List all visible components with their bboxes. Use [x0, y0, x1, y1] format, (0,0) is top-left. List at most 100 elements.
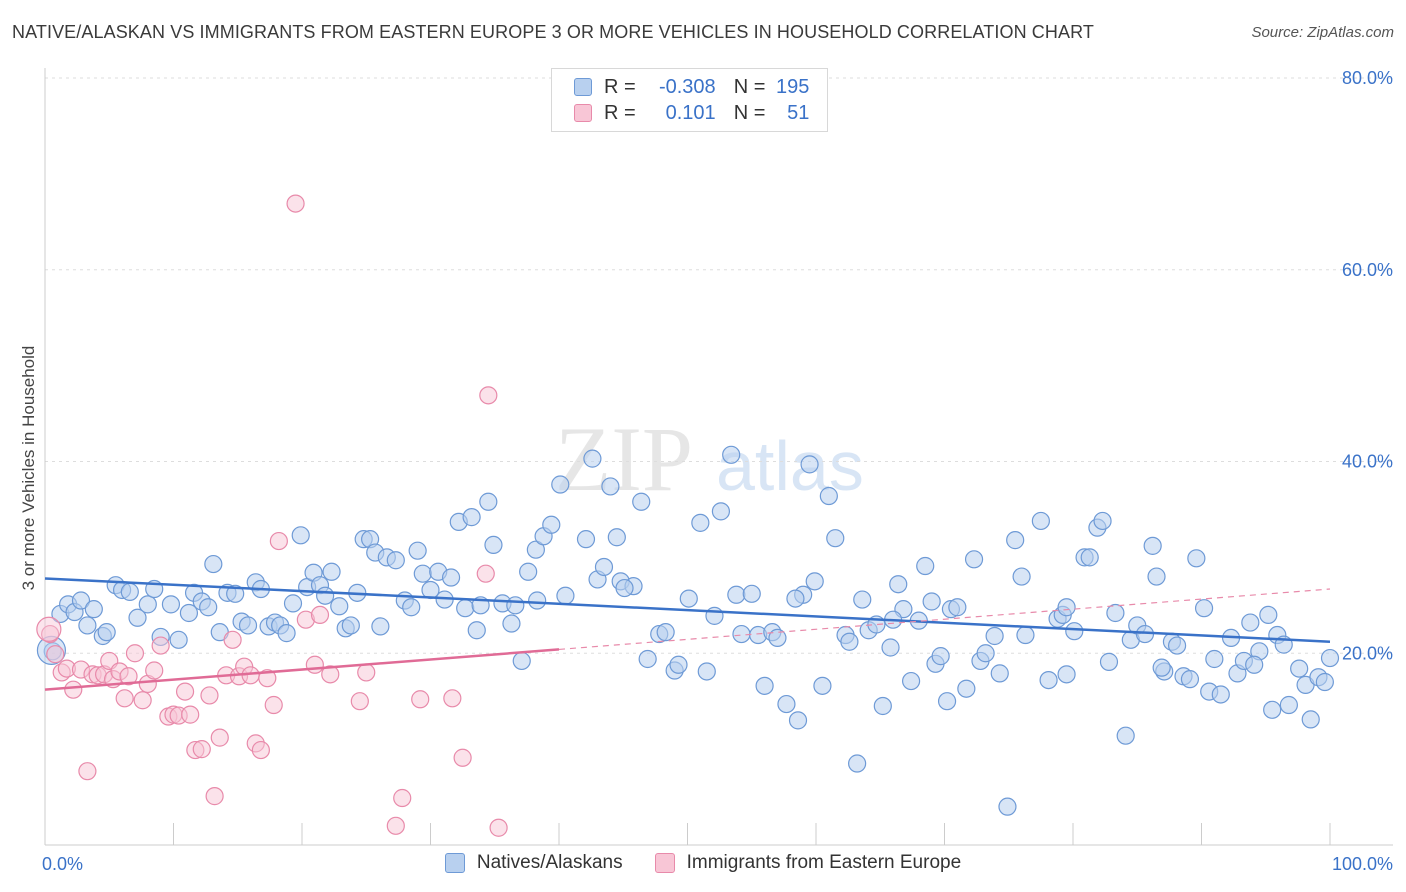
data-point-natives [1279, 695, 1298, 715]
data-point-natives [386, 551, 405, 570]
data-point-natives [551, 475, 570, 494]
x-tick-label: 100.0% [1332, 854, 1393, 874]
data-point-natives [528, 591, 547, 610]
data-point-natives [512, 651, 531, 671]
bottom-legend-label: Immigrants from Eastern Europe [686, 852, 962, 873]
bottom-legend-immigrants: Immigrants from Eastern Europe [654, 852, 962, 874]
y-tick-label: 60.0% [1342, 260, 1393, 280]
data-point-immigrants [350, 692, 369, 711]
data-point-natives [1057, 598, 1076, 617]
data-point-natives [204, 554, 223, 574]
data-point-natives [1057, 665, 1076, 684]
data-point-natives [669, 655, 688, 674]
data-point-natives [402, 598, 421, 617]
data-point-natives [408, 541, 427, 560]
legend-row-natives: R = -0.308 N = 195 [574, 75, 809, 99]
data-point-immigrants [200, 686, 219, 705]
data-point-natives [413, 564, 432, 583]
data-point-natives [467, 621, 486, 640]
bottom-legend-swatch-blue [444, 853, 465, 873]
data-point-natives [998, 797, 1017, 816]
data-point-natives [1031, 511, 1050, 531]
data-point-natives [990, 664, 1009, 683]
data-point-natives [889, 575, 908, 594]
watermark: ZIP atlas [555, 408, 864, 510]
data-point-immigrants [223, 630, 242, 649]
data-point-natives [316, 586, 335, 605]
data-point-natives [800, 455, 819, 474]
legend-swatch-pink [574, 104, 592, 122]
legend-swatch-blue [574, 78, 592, 96]
data-point-natives [957, 679, 976, 698]
data-point-immigrants [119, 667, 138, 686]
trend-line-immigrants-extension [558, 588, 1331, 651]
data-point-natives [1167, 636, 1187, 655]
data-point-natives [199, 598, 218, 617]
data-point-natives [615, 578, 634, 598]
data-point-natives [179, 603, 199, 623]
data-point-natives [1099, 652, 1119, 671]
data-point-natives [632, 492, 651, 511]
data-point-natives [948, 598, 967, 617]
legend-n-label: N = [733, 101, 766, 124]
data-point-natives [964, 550, 984, 569]
trend-line-immigrants [44, 648, 560, 691]
data-point-natives [1263, 700, 1282, 719]
data-point-natives [853, 590, 872, 609]
data-point-immigrants [175, 682, 195, 701]
data-point-immigrants [125, 644, 145, 663]
bottom-legend-label: Natives/Alaskans [476, 852, 623, 873]
data-point-immigrants [476, 564, 495, 583]
bottom-legend-swatch-pink [654, 853, 675, 873]
data-point-natives [1106, 603, 1125, 623]
chart-title: NATIVE/ALASKAN VS IMMIGRANTS FROM EASTER… [12, 22, 1094, 42]
data-point-immigrants [241, 666, 260, 685]
series-immigrants-eastern-europe [36, 194, 508, 837]
data-point-natives [238, 616, 258, 635]
data-point-immigrants [192, 740, 211, 759]
data-point-immigrants [479, 386, 498, 405]
legend-row-immigrants: R = 0.101 N = 51 [574, 101, 809, 125]
trend-line-natives [44, 577, 1331, 643]
data-point-natives [722, 445, 741, 464]
y-tick-label: 40.0% [1342, 452, 1393, 472]
data-point-natives [916, 556, 935, 576]
y-tick-labels: 20.0% 40.0% 60.0% 80.0% [1342, 68, 1393, 663]
data-point-natives [607, 528, 626, 547]
data-point-natives [727, 585, 746, 604]
legend-r-value: 0.101 [665, 101, 716, 124]
x-tick-labels: 0.0% 100.0% [42, 854, 1393, 874]
data-point-natives [576, 530, 596, 549]
data-point-immigrants [181, 705, 200, 724]
data-point-immigrants [286, 194, 305, 213]
data-point-natives [805, 572, 824, 591]
data-point-natives [873, 696, 892, 716]
data-point-immigrants [269, 531, 288, 551]
data-point-natives [840, 632, 859, 651]
data-point-natives [1205, 649, 1224, 669]
data-point-natives [711, 502, 731, 521]
data-point-immigrants [357, 663, 376, 682]
data-point-natives [138, 595, 157, 614]
watermark-atlas: atlas [716, 427, 864, 505]
data-point-natives [881, 638, 900, 657]
data-point-immigrants [305, 655, 324, 674]
data-point-immigrants [310, 605, 330, 625]
legend-r-value: -0.308 [658, 75, 716, 98]
data-point-natives [583, 449, 602, 468]
data-point-immigrants [453, 748, 472, 767]
data-point-natives [371, 617, 390, 636]
data-point-natives [1315, 672, 1334, 692]
data-point-immigrants [133, 691, 152, 710]
data-point-natives [638, 649, 657, 669]
data-point-natives [937, 692, 957, 711]
data-point-natives [1080, 548, 1099, 567]
data-point-natives [601, 477, 620, 496]
data-point-natives [462, 508, 481, 527]
y-tick-label: 20.0% [1342, 643, 1393, 663]
data-point-natives [1065, 622, 1084, 641]
data-point-natives [277, 624, 296, 643]
data-point-natives [1259, 605, 1278, 625]
data-point-natives [502, 614, 521, 633]
